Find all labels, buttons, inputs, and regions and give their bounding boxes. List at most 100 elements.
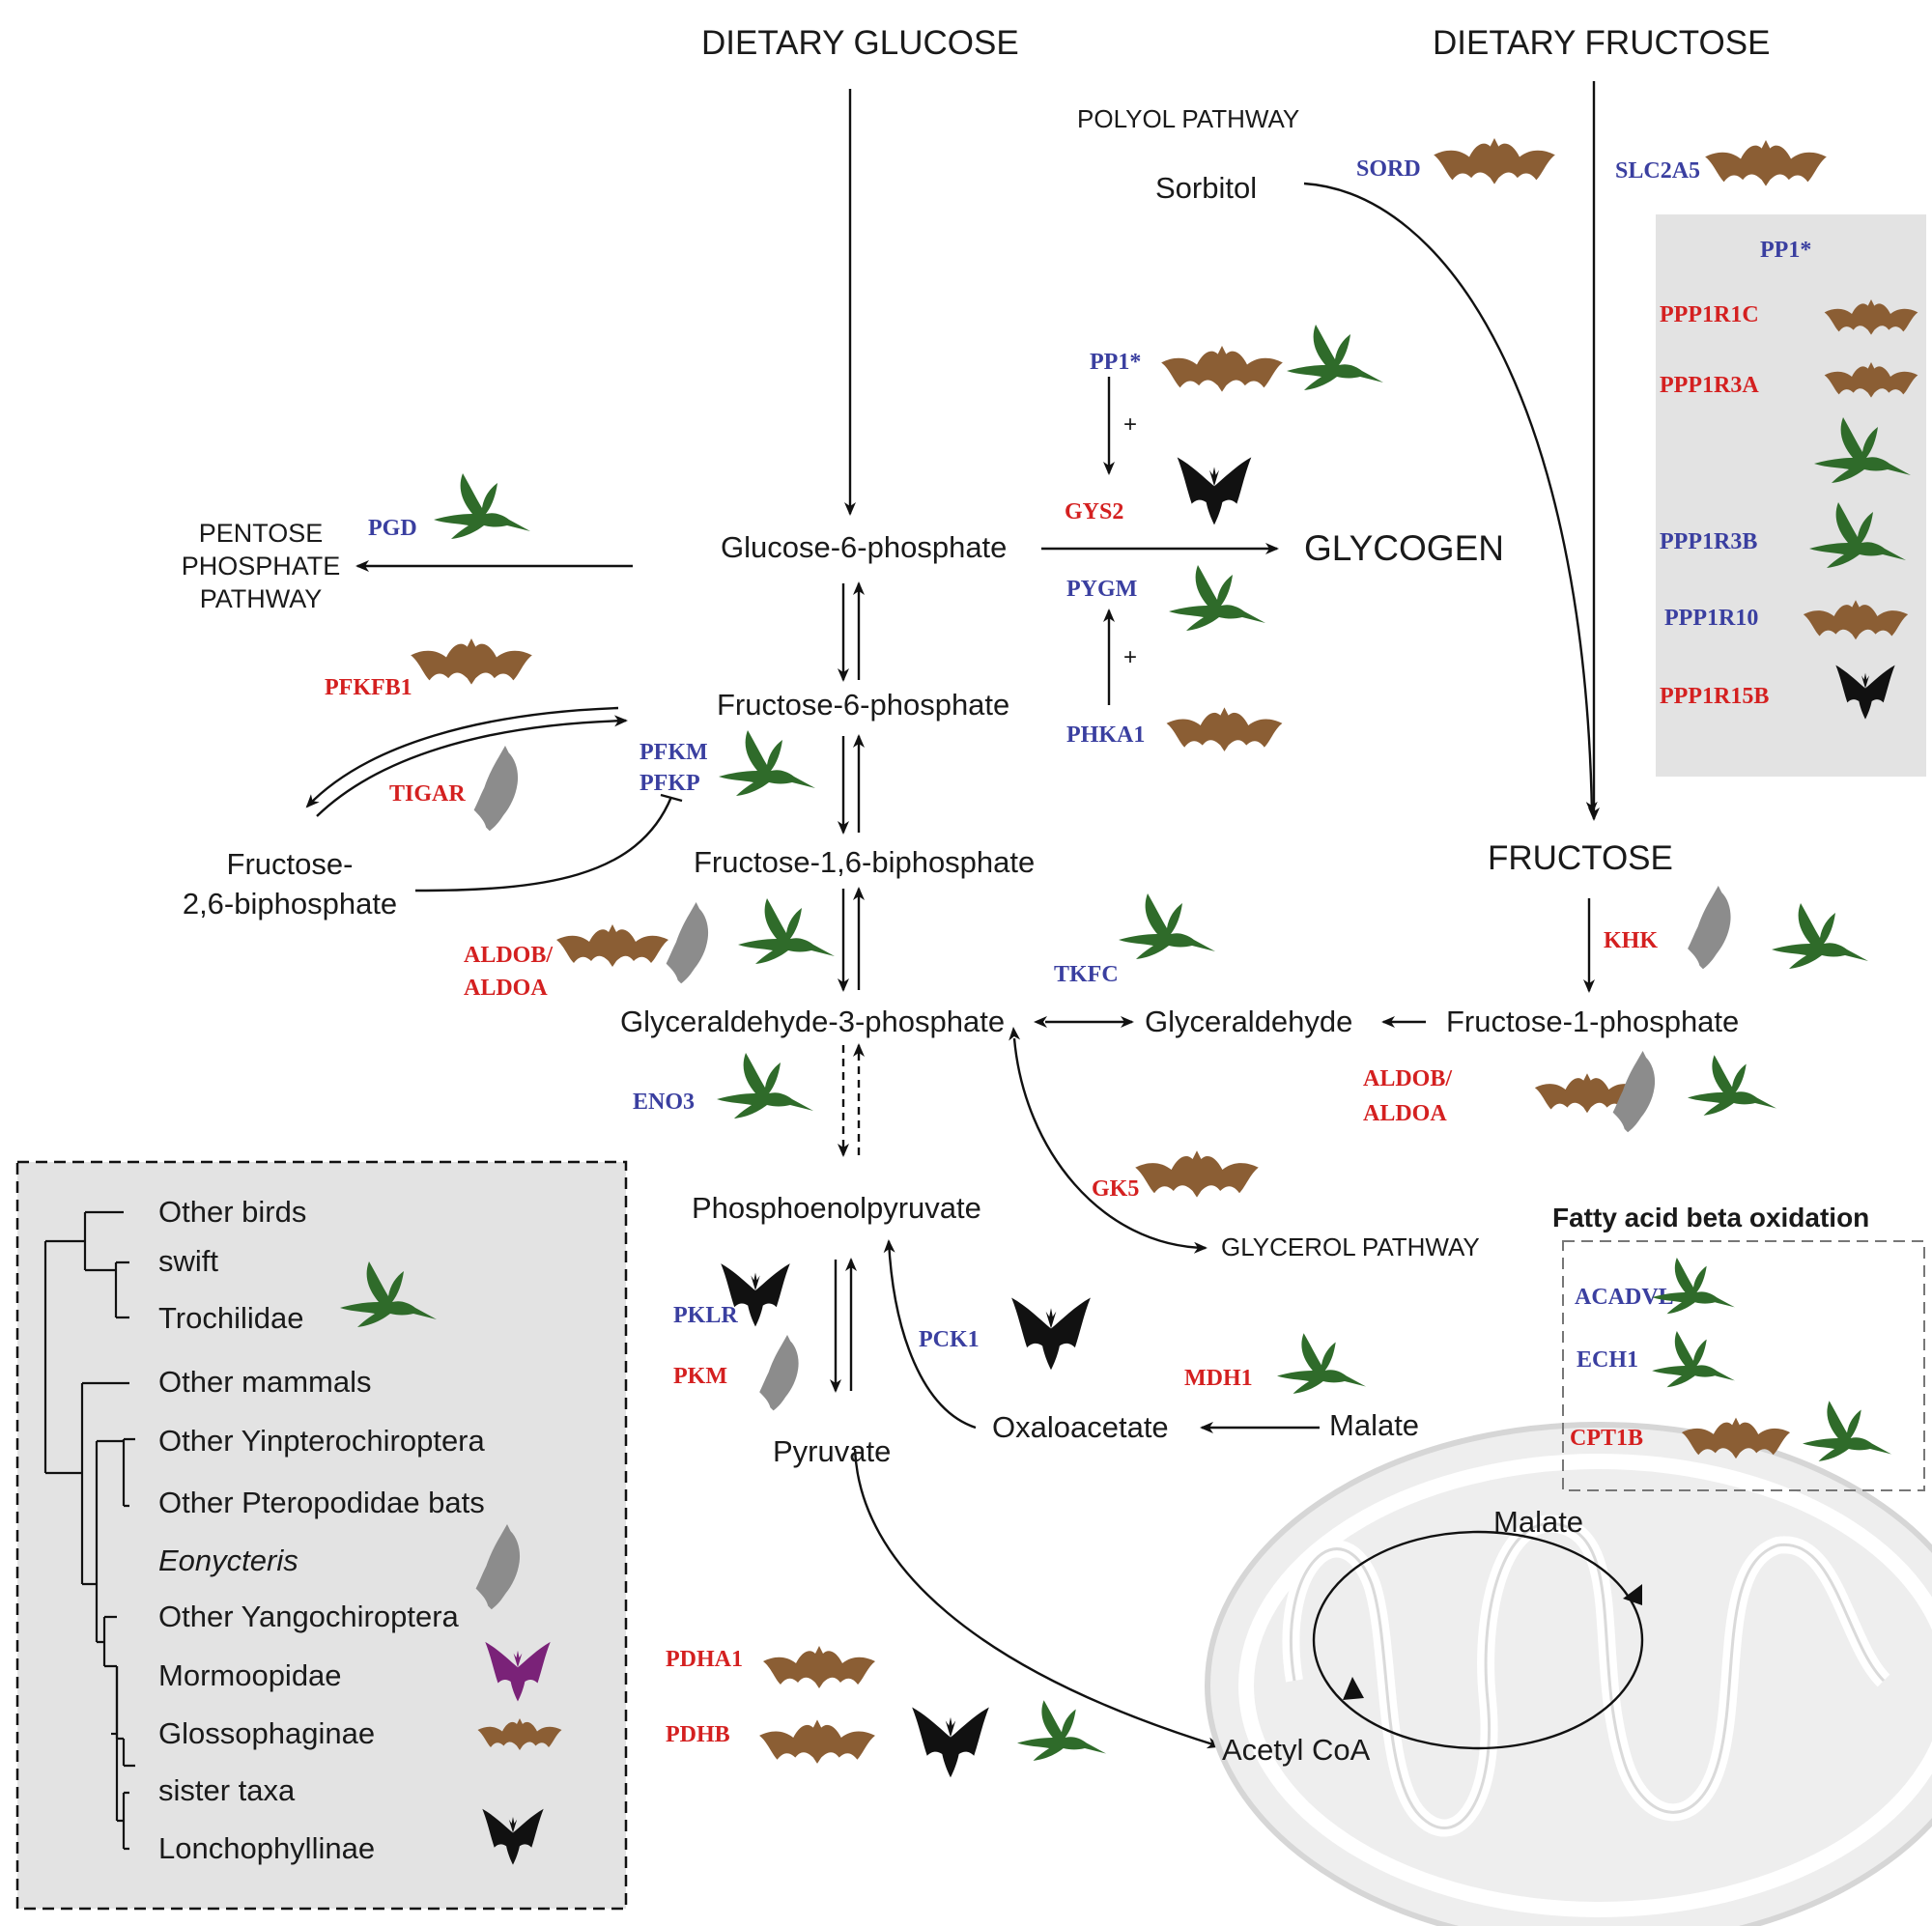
hummingbird-icon <box>717 1053 813 1119</box>
gene-labels: SORD SLC2A5 PP1* + GYS2 PYGM + PHKA1 PGD… <box>325 156 1700 1747</box>
fructose-26-label-2: 2,6-biphosphate <box>183 887 397 921</box>
lonchophyllinae-bat-icon <box>1011 1297 1091 1371</box>
gene-slc2a5: SLC2A5 <box>1615 158 1700 184</box>
glucose-6-phosphate-label: Glucose-6-phosphate <box>721 530 1007 564</box>
gene-gk5: GK5 <box>1092 1176 1139 1202</box>
hummingbird-icon <box>1119 893 1215 959</box>
gene-aldoa-right: ALDOA <box>1363 1101 1447 1126</box>
gene-aldob-right: ALDOB/ <box>1363 1066 1452 1091</box>
taxon-glossophaginae: Glossophaginae <box>158 1716 375 1750</box>
oxaloacetate-to-pep-arrow <box>883 1239 977 1430</box>
gene-pdhb: PDHB <box>666 1722 730 1747</box>
glyceraldehyde-label: Glyceraldehyde <box>1145 1005 1352 1038</box>
hummingbird-icon <box>1688 1055 1776 1116</box>
f6p-to-f26bp-arrow <box>305 706 619 808</box>
fructose-6-phosphate-label: Fructose-6-phosphate <box>717 688 1009 722</box>
gene-pfkp: PFKP <box>639 771 700 796</box>
glycogen-label: GLYCOGEN <box>1304 528 1504 568</box>
gene-pdha1: PDHA1 <box>666 1647 743 1672</box>
gene-khk: KHK <box>1604 928 1658 953</box>
gene-pygm: PYGM <box>1066 577 1137 602</box>
gene-pklr: PKLR <box>673 1303 738 1328</box>
gene-ppp1r1c: PPP1R1C <box>1660 302 1759 327</box>
glossophaginae-bat-icon <box>1681 1417 1791 1459</box>
lonchophyllinae-bat-icon <box>1177 457 1252 525</box>
hummingbird-icon <box>738 898 835 964</box>
glossophaginae-bat-icon <box>1161 346 1283 392</box>
mito-malate-label: Malate <box>1493 1505 1583 1539</box>
hummingbird-icon <box>1017 1700 1106 1761</box>
hummingbird-icon <box>1652 1331 1735 1388</box>
gene-gys2: GYS2 <box>1065 499 1123 524</box>
fructose-1-phosphate-label: Fructose-1-phosphate <box>1446 1005 1739 1038</box>
hummingbird-icon <box>1169 565 1265 631</box>
phylogeny-labels: Other birds swift Trochilidae Other mamm… <box>158 1195 486 1865</box>
fructose-16-biphosphate-label: Fructose-1,6-biphosphate <box>694 845 1035 879</box>
f26bp-inhibition-line <box>414 796 673 892</box>
fatty-acid-panel-title: Fatty acid beta oxidation <box>1552 1203 1869 1232</box>
reversible-arrows-f6p-f16bp <box>838 734 865 835</box>
gene-pkm: PKM <box>673 1364 727 1389</box>
gene-pck1: PCK1 <box>919 1327 980 1352</box>
reversible-arrows-g6p-f6p <box>838 581 865 682</box>
reversible-arrows-pep-pyruvate <box>830 1258 857 1393</box>
gene-aldob-left: ALDOB/ <box>464 943 553 968</box>
phylogeny-tree <box>43 1210 135 1851</box>
taxon-mormoopidae: Mormoopidae <box>158 1658 342 1692</box>
gene-eno3: ENO3 <box>633 1090 695 1115</box>
gene-mdh1: MDH1 <box>1184 1366 1253 1391</box>
gene-pp1: PP1* <box>1090 350 1141 375</box>
hummingbird-icon <box>1287 325 1383 390</box>
dashed-arrows-ga3p-pep <box>838 1043 865 1157</box>
metabolite-labels: DIETARY GLUCOSE DIETARY FRUCTOSE POLYOL … <box>182 24 1771 1767</box>
taxon-other-pteropodidae: Other Pteropodidae bats <box>158 1486 485 1519</box>
eonycteris-bat-icon <box>473 746 519 832</box>
taxon-trochilidae: Trochilidae <box>158 1301 303 1335</box>
fatty-acid-panel-border <box>1562 1240 1925 1491</box>
phylogeny-panel: Other birds swift Trochilidae Other mamm… <box>15 1160 628 1911</box>
gene-aldoa-left: ALDOA <box>464 976 548 1001</box>
f26bp-to-f6p-arrow <box>316 715 628 817</box>
hummingbird-icon <box>434 473 530 539</box>
pathway-arrows <box>305 81 1600 1749</box>
eonycteris-bat-icon <box>666 902 709 984</box>
inhibition-bar <box>660 793 683 803</box>
hummingbird-icon <box>1803 1401 1891 1461</box>
dietary-fructose-label: DIETARY FRUCTOSE <box>1433 24 1770 62</box>
gene-ppp1r15b: PPP1R15B <box>1660 684 1769 709</box>
tca-cycle <box>1312 1530 1644 1750</box>
eonycteris-bat-icon <box>759 1335 799 1411</box>
taxon-sister-taxa: sister taxa <box>158 1773 296 1807</box>
gene-ppp1r3b: PPP1R3B <box>1660 529 1757 554</box>
malate-label: Malate <box>1329 1408 1419 1442</box>
sorbitol-label: Sorbitol <box>1155 171 1257 205</box>
gene-tigar: TIGAR <box>389 781 466 807</box>
glossophaginae-bat-icon <box>1434 138 1555 184</box>
gene-pfkm: PFKM <box>639 740 708 765</box>
gene-cpt1b: CPT1B <box>1570 1426 1643 1451</box>
taxon-eonycteris: Eonycteris <box>158 1544 298 1577</box>
glossophaginae-bat-icon <box>556 924 668 967</box>
taxon-other-birds: Other birds <box>158 1195 306 1229</box>
pyruvate-to-acetylcoa-arrow <box>853 1448 1221 1749</box>
ga3p-glycerol-arrow <box>1009 1027 1208 1254</box>
gene-pgd: PGD <box>368 516 417 541</box>
lonchophyllinae-bat-icon <box>912 1707 989 1778</box>
plus-sign-2: + <box>1123 644 1137 670</box>
glossophaginae-bat-icon <box>1166 707 1283 751</box>
glossophaginae-bat-icon <box>1135 1150 1259 1198</box>
sorbitol-arrow <box>1303 182 1598 815</box>
pp1-panel-title: PP1* <box>1760 238 1811 263</box>
plus-sign-1: + <box>1123 411 1137 438</box>
gene-ppp1r10: PPP1R10 <box>1664 606 1758 631</box>
fructose-label: FRUCTOSE <box>1488 839 1673 877</box>
glossophaginae-bat-icon <box>411 638 532 685</box>
reversible-arrows-f16bp-ga3p <box>838 887 865 992</box>
pentose-label-3: PATHWAY <box>200 584 323 613</box>
acetyl-coa-label: Acetyl CoA <box>1222 1733 1371 1767</box>
taxon-swift: swift <box>158 1244 218 1278</box>
taxon-other-mammals: Other mammals <box>158 1365 371 1399</box>
phylogeny-panel-border <box>15 1160 628 1911</box>
